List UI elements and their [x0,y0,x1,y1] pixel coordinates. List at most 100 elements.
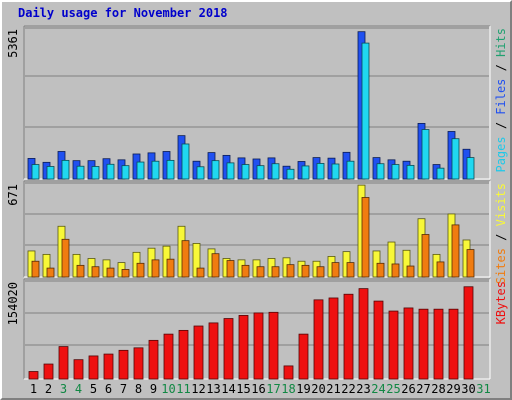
bar-files [211,160,220,180]
bar-files [121,165,130,180]
bar-kbytes [118,349,129,380]
bar-kbytes [358,288,369,380]
bar-files [106,163,115,180]
bar-files [76,165,85,180]
bar-files [31,164,40,180]
bar-visits [387,241,396,278]
x-tick-label: 17 [266,382,280,396]
x-tick-label: 26 [401,382,415,396]
x-tick-label: 4 [75,382,82,396]
bar-kbytes [58,346,69,380]
bar-kbytes [373,300,384,380]
bar-files [316,163,325,180]
bar-sites [436,261,445,278]
bar-sites [241,264,250,278]
legend-segment: / [494,57,508,79]
y-max-label: 154020 [6,282,20,325]
bar-sites [181,240,190,278]
legend-segment: Visits [494,183,508,226]
x-tick-label: 28 [431,382,445,396]
legend-segment: Pages [494,136,508,172]
x-tick-label: 15 [236,382,250,396]
bar-kbytes [88,355,99,380]
bar-files [406,164,415,180]
x-tick-label: 23 [356,382,370,396]
bar-sites [421,234,430,278]
series-legend-label: KBytes [494,281,508,324]
bar-files [91,166,100,180]
legend-segment: / [494,226,508,248]
bar-sites [391,263,400,278]
x-tick-label: 5 [90,382,97,396]
bar-sites [106,267,115,278]
x-tick-label: 1 [30,382,37,396]
bar-files [271,163,280,180]
x-tick-label: 21 [326,382,340,396]
x-tick-label: 7 [120,382,127,396]
bar-sites [46,267,55,278]
bar-kbytes [343,293,354,380]
x-tick-label: 3 [60,382,67,396]
bar-sites [61,238,70,278]
bar-files [346,160,355,180]
bar-kbytes [298,333,309,380]
bar-sites [226,260,235,278]
bar-visits [42,253,51,278]
bar-files [61,159,70,180]
bar-kbytes [283,365,294,380]
bar-sites [361,197,370,278]
bar-sites [196,267,205,278]
bar-visits [192,243,201,278]
bar-sites [406,265,415,278]
x-tick-label: 8 [135,382,142,396]
bar-kbytes [133,347,144,380]
bar-kbytes [418,308,429,380]
legend-segment: / [494,115,508,137]
bar-files [46,166,55,180]
bar-sites [166,258,175,278]
bar-kbytes [193,325,204,380]
x-tick-label: 29 [446,382,460,396]
bar-files [451,138,460,180]
bar-kbytes [313,299,324,380]
bar-files [151,160,160,180]
legend-segment: Hits [494,28,508,57]
legend-segment: KBytes [494,281,508,324]
bar-kbytes [223,318,234,380]
bar-kbytes [328,297,339,380]
bar-files [256,165,265,180]
x-tick-label: 9 [150,382,157,396]
bar-sites [376,262,385,278]
bar-kbytes [148,339,159,380]
panel-background [24,26,490,179]
bar-kbytes [43,363,54,380]
x-tick-label: 25 [386,382,400,396]
y-max-label: 671 [6,184,20,206]
legend-segment: Files [494,79,508,115]
x-tick-label: 31 [476,382,490,396]
bar-kbytes [103,353,114,380]
bar-sites [31,260,40,278]
bar-sites [286,264,295,278]
bar-files [226,162,235,180]
bar-kbytes [463,286,474,380]
bar-sites [451,224,460,278]
chart-title: Daily usage for November 2018 [18,6,228,20]
bar-files [241,164,250,180]
bar-files [421,129,430,180]
bar-files [331,163,340,180]
bar-sites [121,269,130,278]
x-tick-label: 14 [221,382,235,396]
x-tick-label: 10 [161,382,175,396]
bar-kbytes [208,322,219,380]
x-tick-label: 22 [341,382,355,396]
bar-files [391,164,400,180]
x-tick-label: 2 [45,382,52,396]
bar-sites [76,264,85,278]
bar-sites [301,264,310,278]
x-tick-label: 19 [296,382,310,396]
bar-sites [136,262,145,278]
bar-files [436,167,445,180]
bar-kbytes [238,315,249,380]
bar-sites [211,253,220,278]
